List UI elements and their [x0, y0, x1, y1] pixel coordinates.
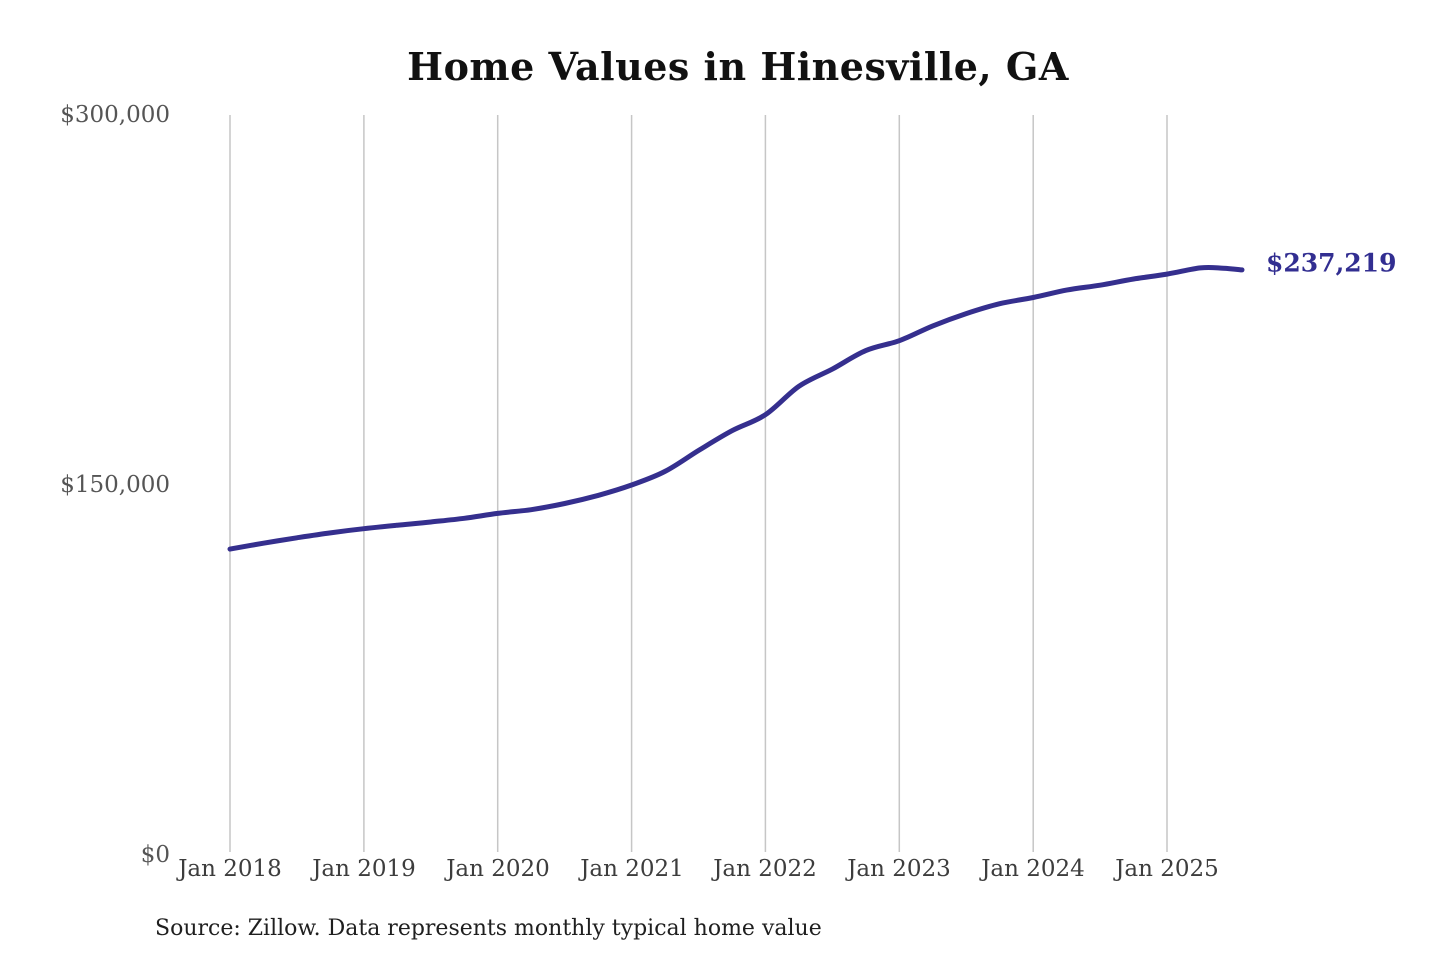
x-axis-tick-label: Jan 2018: [178, 856, 282, 882]
x-axis-tick-label: Jan 2021: [580, 856, 684, 882]
source-note: Source: Zillow. Data represents monthly …: [155, 916, 822, 941]
x-axis-tick-label: Jan 2022: [713, 856, 817, 882]
y-axis-tick-label: $0: [140, 842, 170, 868]
y-axis-tick-label: $150,000: [60, 472, 170, 498]
x-axis-tick-label: Jan 2023: [847, 856, 951, 882]
y-axis-tick-label: $300,000: [60, 102, 170, 128]
x-axis-tick-label: Jan 2019: [312, 856, 416, 882]
final-value-label: $237,219: [1266, 248, 1397, 278]
home-value-line: [227, 264, 1245, 552]
x-axis-tick-label: Jan 2025: [1115, 856, 1219, 882]
x-axis-tick-label: Jan 2020: [446, 856, 550, 882]
chart-title: Home Values in Hinesville, GA: [407, 44, 1069, 89]
gridlines: [229, 115, 1168, 852]
x-axis-tick-label: Jan 2024: [981, 856, 1085, 882]
